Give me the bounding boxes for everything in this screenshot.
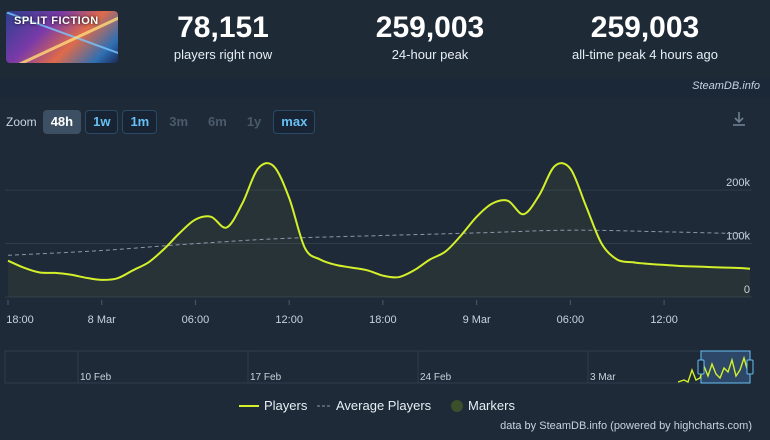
zoom-6m-button: 6m	[208, 114, 227, 129]
navigator-ticks: 10 Feb 17 Feb 24 Feb 3 Mar	[77, 351, 616, 383]
steamdb-brand[interactable]: SteamDB.info	[692, 80, 760, 92]
peak-24h-label: 24-hour peak	[391, 47, 469, 62]
chart-credit[interactable]: data by SteamDB.info (powered by highcha…	[500, 420, 752, 432]
zoom-1w-button[interactable]: 1w	[85, 110, 119, 134]
legend-players-label: Players	[264, 398, 308, 413]
zoom-1y-button: 1y	[246, 114, 262, 129]
y-tick-label: 100k	[726, 231, 750, 243]
header-bar	[0, 0, 770, 78]
legend-markers[interactable]: Markers	[450, 398, 515, 413]
all-time-peak-value: 259,003	[590, 11, 700, 44]
average-line-icon	[317, 405, 331, 406]
zoom-1m-button[interactable]: 1m	[122, 110, 158, 134]
navigator-mini-line	[677, 355, 749, 383]
stat-all-time-peak: 259,003 all-time peak 4 hours ago	[565, 11, 725, 63]
legend-average-label: Average Players	[336, 398, 432, 413]
zoom-48h-button[interactable]: 48h	[42, 110, 82, 134]
stat-24h-peak: 259,003 24-hour peak	[355, 11, 505, 63]
zoom-3m-button: 3m	[169, 114, 189, 129]
x-tick-label: 9 Mar	[463, 314, 491, 326]
navigator-selection	[700, 350, 751, 384]
chart-grid	[5, 189, 752, 298]
navigator-label: 17 Feb	[250, 372, 282, 383]
x-tick-label: 12:00	[650, 314, 678, 326]
players-now-value: 78,151	[177, 11, 269, 44]
x-tick-label: 18:00	[369, 314, 397, 326]
players-area	[8, 163, 750, 297]
game-thumbnail[interactable]: SPLIT FICTION	[6, 11, 118, 63]
y-tick-label: 0	[744, 284, 750, 296]
x-tick-label: 06:00	[182, 314, 210, 326]
legend-average-players[interactable]: Average Players	[316, 398, 431, 413]
x-tick-label: 8 Mar	[88, 314, 116, 326]
players-line-icon	[239, 404, 259, 407]
players-chart[interactable]: 0 100k 200k 18:00 8 Mar 06:00 12:00 18:00 9 Mar…	[0, 140, 770, 440]
peak-24h-value: 259,003	[375, 11, 485, 44]
navigator-handle-right	[746, 359, 754, 375]
legend-markers-label: Markers	[468, 398, 515, 413]
legend-players[interactable]: Players	[238, 398, 307, 413]
x-tick-label: 12:00	[275, 314, 303, 326]
stat-players-now: 78,151 players right now	[168, 11, 278, 63]
navigator-handle-left	[697, 359, 705, 375]
navigator[interactable]: 10 Feb 17 Feb 24 Feb 3 Mar	[4, 350, 754, 384]
players-line	[7, 162, 751, 281]
navigator-label: 3 Mar	[590, 372, 616, 383]
chart-legend: Players Average Players Markers	[0, 398, 770, 418]
navigator-label: 10 Feb	[80, 372, 112, 383]
players-now-label: players right now	[173, 47, 273, 62]
all-time-peak-label: all-time peak 4 hours ago	[572, 47, 718, 62]
download-icon[interactable]	[730, 110, 748, 128]
game-logo-text: SPLIT FICTION	[14, 15, 99, 27]
markers-dot-icon	[451, 399, 463, 412]
zoom-label: Zoom	[6, 115, 37, 129]
zoom-max-button[interactable]: max	[273, 110, 316, 134]
x-axis-ticks: 18:00 8 Mar 06:00 12:00 18:00 9 Mar 06:00 12:00	[6, 300, 678, 326]
navigator-label: 24 Feb	[420, 372, 452, 383]
average-players-line	[7, 229, 751, 256]
zoom-controls: Zoom 48h 1w 1m 3m 6m 1y max	[6, 110, 319, 134]
y-tick-label: 200k	[726, 177, 750, 189]
x-tick-label: 06:00	[557, 314, 585, 326]
x-tick-label: 18:00	[6, 314, 34, 326]
